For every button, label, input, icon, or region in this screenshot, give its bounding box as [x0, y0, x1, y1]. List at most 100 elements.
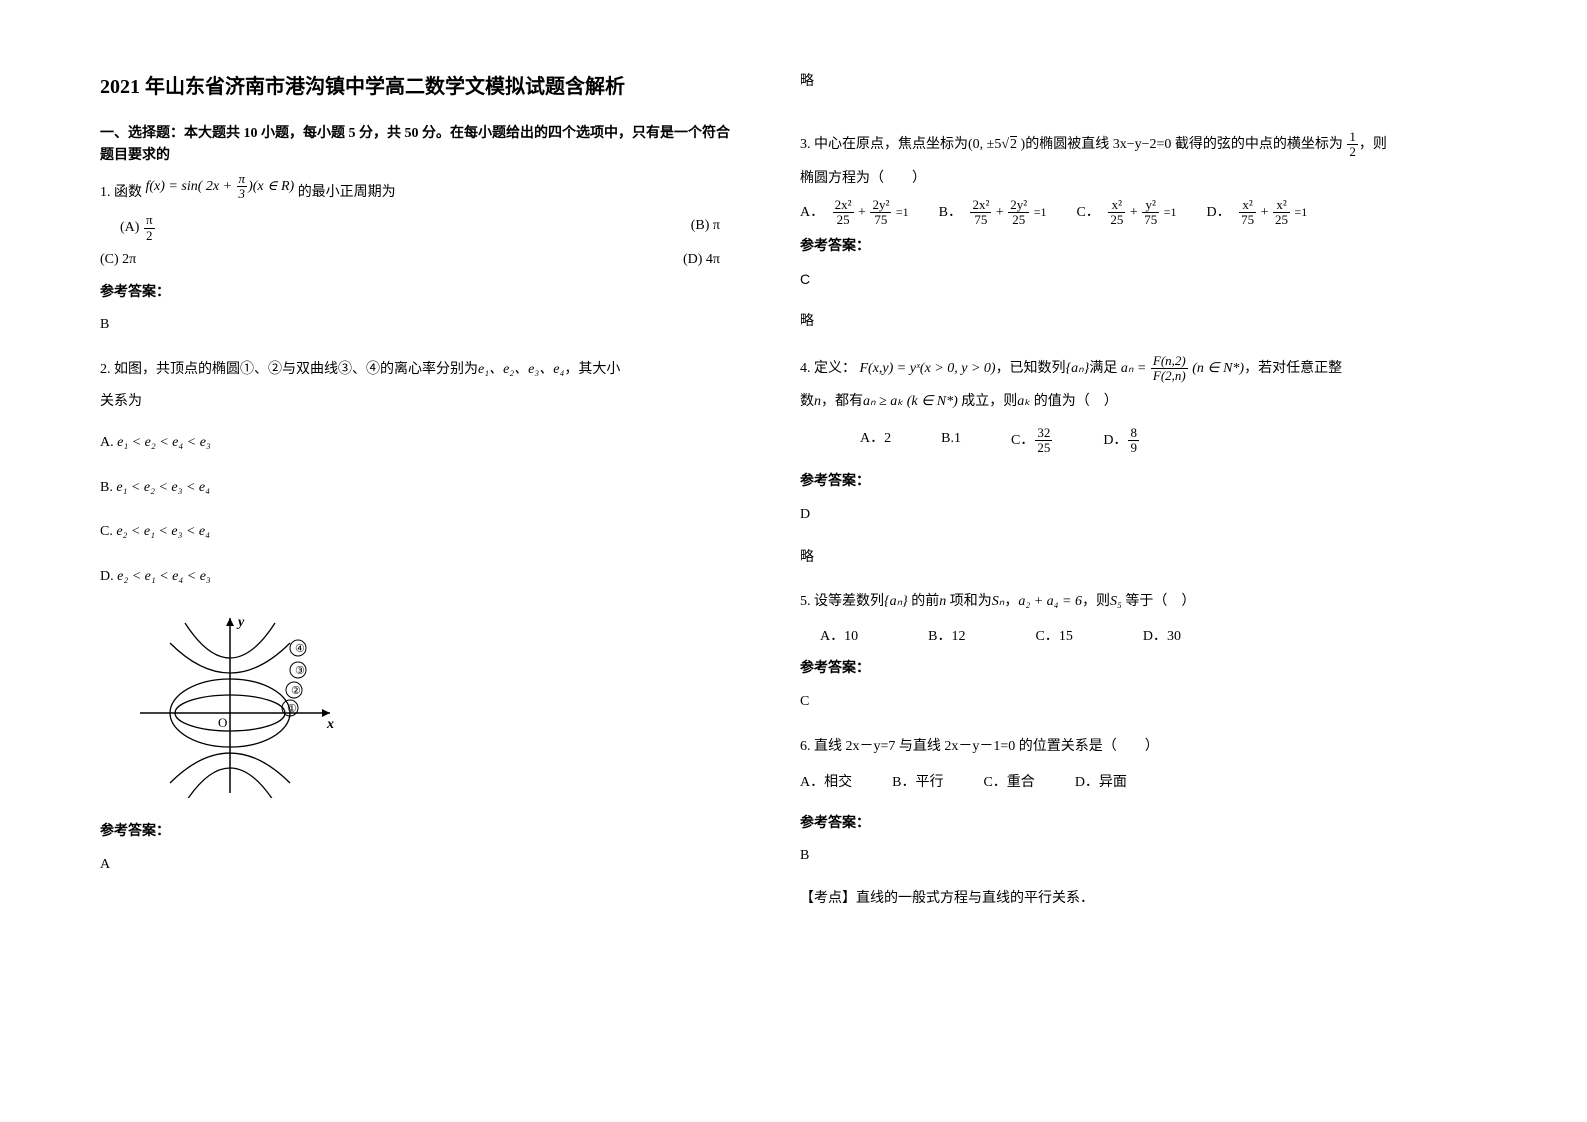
- q2-ans-label: 参考答案：: [100, 819, 740, 846]
- q4-optB-val: 1: [954, 431, 961, 446]
- q4-optA-lbl: A．: [860, 431, 884, 446]
- q4-optC: C．3225: [1011, 426, 1053, 456]
- q4-stem-b: ，已知数列: [996, 361, 1066, 376]
- q5-cond: a₂ + a₄ = 6: [1018, 594, 1082, 609]
- question-5: 5. 设等差数列{aₙ} 的前n 项和为Sₙ，a₂ + a₄ = 6，则S₅ 等…: [800, 589, 1440, 715]
- q5-optC: C．15: [1035, 624, 1072, 651]
- q2-optB-expr: e₁ < e₂ < e₃ < e₄: [116, 480, 210, 495]
- q4-stem-a: 4. 定义：: [800, 361, 856, 376]
- q4-optD-num: 8: [1128, 426, 1139, 441]
- q5-optD-lbl: D．: [1143, 629, 1167, 644]
- q1-optD-label: (D): [683, 252, 702, 267]
- q5-optB-lbl: B．: [928, 629, 951, 644]
- q5-f: 等于（ ）: [1122, 594, 1196, 609]
- q1-optD-val: 4π: [706, 252, 720, 267]
- q3-D-n1: x²: [1239, 198, 1256, 213]
- q3-D-d2: 25: [1273, 213, 1290, 227]
- q3-stem-b: )的椭圆被直线 3x−y−2=0 截得的弦的中点的横坐标为: [1017, 137, 1343, 152]
- q2-stem1: 2. 如图，共顶点的椭圆①、②与双曲线③、④的离心率分别为e₁、e₂、e₃、e₄…: [100, 357, 740, 384]
- q4-optA: A．2: [860, 426, 891, 456]
- q5-optD-val: 30: [1167, 629, 1181, 644]
- q3-opts: A． 2x²25 + 2y²75 =1 B． 2x²75 + 2y²25 =1 …: [800, 198, 1440, 228]
- q4-an: {aₙ}: [1066, 361, 1090, 376]
- q3-A-n1: 2x²: [833, 198, 854, 213]
- q1-pi-den: 3: [237, 187, 248, 201]
- q1-pi-num: π: [237, 172, 248, 187]
- q3-optC: C． x²25 + y²75 =1: [1076, 198, 1176, 228]
- q3-B-d2: 25: [1008, 213, 1029, 227]
- q3-omit: 略: [800, 309, 1440, 336]
- section-header: 一、选择题：本大题共 10 小题，每小题 5 分，共 50 分。在每小题给出的四…: [100, 123, 740, 168]
- question-3: 3. 中心在原点，焦点坐标为(0, ±5√2 )的椭圆被直线 3x−y−2=0 …: [800, 130, 1440, 336]
- q3-A-d2: 75: [870, 213, 891, 227]
- q1-optB-label: (B): [691, 218, 710, 233]
- q5-a: 5. 设等差数列: [800, 594, 884, 609]
- q2-optC-expr: e₂ < e₁ < e₃ < e₄: [116, 524, 210, 539]
- q4-ak: aₖ: [1017, 394, 1030, 409]
- q3-A-lbl: A．: [800, 205, 824, 220]
- q5-d: ，: [1004, 594, 1018, 609]
- svg-text:③: ③: [295, 665, 305, 677]
- q2-optA: A. e₁ < e₂ < e₄ < e₃: [100, 430, 740, 457]
- svg-text:②: ②: [291, 685, 301, 697]
- q3-sqrt2: √2: [1001, 137, 1017, 152]
- q5-stem: 5. 设等差数列{aₙ} 的前n 项和为Sₙ，a₂ + a₄ = 6，则S₅ 等…: [800, 589, 1440, 616]
- q4-stem-c: 满足: [1089, 361, 1117, 376]
- q6-ans: B: [800, 843, 1440, 870]
- q5-Sn: Sₙ: [992, 594, 1005, 609]
- q6-note: 【考点】直线的一般式方程与直线的平行关系．: [800, 886, 1440, 913]
- q2-optB-lbl: B.: [100, 480, 113, 495]
- question-4: 4. 定义： F(x,y) = yˣ(x > 0, y > 0)，已知数列{aₙ…: [800, 354, 1440, 572]
- q6-optD: D．异面: [1075, 770, 1127, 797]
- right-column: 略 3. 中心在原点，焦点坐标为(0, ±5√2 )的椭圆被直线 3x−y−2=…: [800, 70, 1440, 930]
- page-title: 2021 年山东省济南市港沟镇中学高二数学文模拟试题含解析: [100, 70, 740, 99]
- q3-optB: B． 2x²75 + 2y²25 =1: [939, 198, 1047, 228]
- q1-optA-num: π: [144, 213, 155, 228]
- q4-stem1: 4. 定义： F(x,y) = yˣ(x > 0, y > 0)，已知数列{aₙ…: [800, 354, 1440, 384]
- q2-optA-lbl: A.: [100, 435, 114, 450]
- q2-elist: e₁、e₂、e₃、e₄: [478, 362, 564, 377]
- q4-optC-lbl: C．: [1011, 433, 1034, 448]
- q4-optC-den: 25: [1035, 441, 1052, 455]
- q3-ans-label: 参考答案：: [800, 234, 1440, 261]
- q5-c: 项和为: [946, 594, 992, 609]
- q2-stem2: 关系为: [100, 389, 740, 416]
- q5-optD: D．30: [1143, 624, 1181, 651]
- q2-stem1-tail: ，其大小: [564, 362, 620, 377]
- q5-ans: C: [800, 689, 1440, 716]
- q3-B-d1: 75: [970, 213, 991, 227]
- q1-optC: (C) 2π: [100, 247, 136, 274]
- q3-half-den: 2: [1347, 145, 1358, 159]
- q4-ans-label: 参考答案：: [800, 469, 1440, 496]
- q4-stem2: 数n，都有aₙ ≥ aₖ (k ∈ N*) 成立，则aₖ 的值为（ ）: [800, 389, 1440, 416]
- q6-optC: C．重合: [983, 770, 1034, 797]
- q3-C-n1: x²: [1108, 198, 1125, 213]
- q5-optC-lbl: C．: [1035, 629, 1058, 644]
- q3-A-eq: =1: [896, 205, 909, 219]
- svg-text:O: O: [218, 715, 227, 730]
- q4-ans: D: [800, 502, 1440, 529]
- q3-C-n2: y²: [1142, 198, 1159, 213]
- q2-optC: C. e₂ < e₁ < e₃ < e₄: [100, 519, 740, 546]
- q5-e: ，则: [1082, 594, 1110, 609]
- q4-n: n: [814, 394, 821, 409]
- q4-aneq-rhs: (n ∈ N*): [1189, 361, 1244, 376]
- svg-text:④: ④: [295, 643, 305, 655]
- q4-Fden: F(2,n): [1151, 369, 1188, 383]
- q3-B-n2: 2y²: [1008, 198, 1029, 213]
- q3-D-n2: x²: [1273, 198, 1290, 213]
- q5-opts: A．10 B．12 C．15 D．30: [800, 624, 1440, 651]
- q3-stem-c: ，则: [1359, 137, 1387, 152]
- q5-S5: S₅: [1110, 594, 1122, 609]
- q1-ans: B: [100, 312, 740, 339]
- q3-optD: D． x²75 + x²25 =1: [1207, 198, 1308, 228]
- q2-optD-lbl: D.: [100, 569, 114, 584]
- q1-optA-label: (A): [120, 220, 139, 235]
- q1-optB-val: π: [713, 218, 720, 233]
- q2-ans: A: [100, 852, 740, 879]
- q5-optC-val: 15: [1059, 629, 1073, 644]
- q3-B-n1: 2x²: [970, 198, 991, 213]
- svg-text:y: y: [236, 615, 245, 630]
- q1-optA-den: 2: [144, 229, 155, 243]
- svg-text:x: x: [326, 717, 334, 732]
